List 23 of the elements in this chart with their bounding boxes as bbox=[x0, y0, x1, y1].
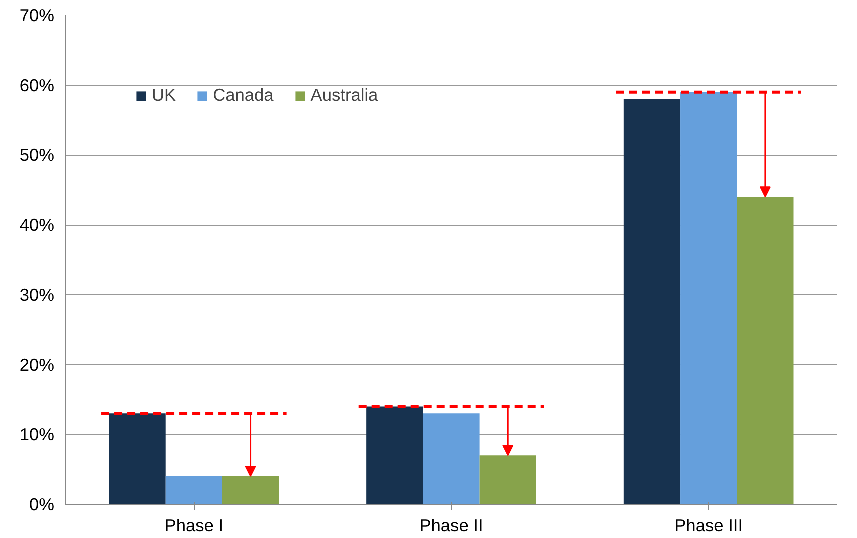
y-tick-label: 70% bbox=[20, 6, 55, 26]
legend-label: Australia bbox=[310, 85, 378, 106]
bar bbox=[680, 92, 738, 504]
bar bbox=[109, 414, 166, 504]
x-tick-label: Phase III bbox=[674, 516, 744, 536]
x-tick-label: Phase II bbox=[420, 516, 484, 536]
bar bbox=[222, 476, 280, 504]
bar bbox=[366, 406, 424, 504]
y-tick-label: 0% bbox=[29, 494, 54, 514]
y-tick-label: 50% bbox=[20, 145, 55, 166]
legend-label: Canada bbox=[213, 85, 274, 106]
bar bbox=[166, 476, 222, 504]
y-tick-label: 20% bbox=[20, 354, 55, 375]
bar bbox=[737, 197, 794, 504]
y-tick-label: 30% bbox=[20, 284, 55, 305]
legend-label: UK bbox=[152, 85, 176, 106]
x-tick-label: Phase I bbox=[164, 516, 224, 536]
y-tick-label: 60% bbox=[20, 75, 55, 96]
bar bbox=[423, 414, 480, 504]
bar bbox=[480, 456, 536, 504]
y-tick-label: 10% bbox=[20, 424, 55, 445]
y-tick-label: 40% bbox=[20, 215, 55, 236]
bar bbox=[624, 99, 681, 504]
